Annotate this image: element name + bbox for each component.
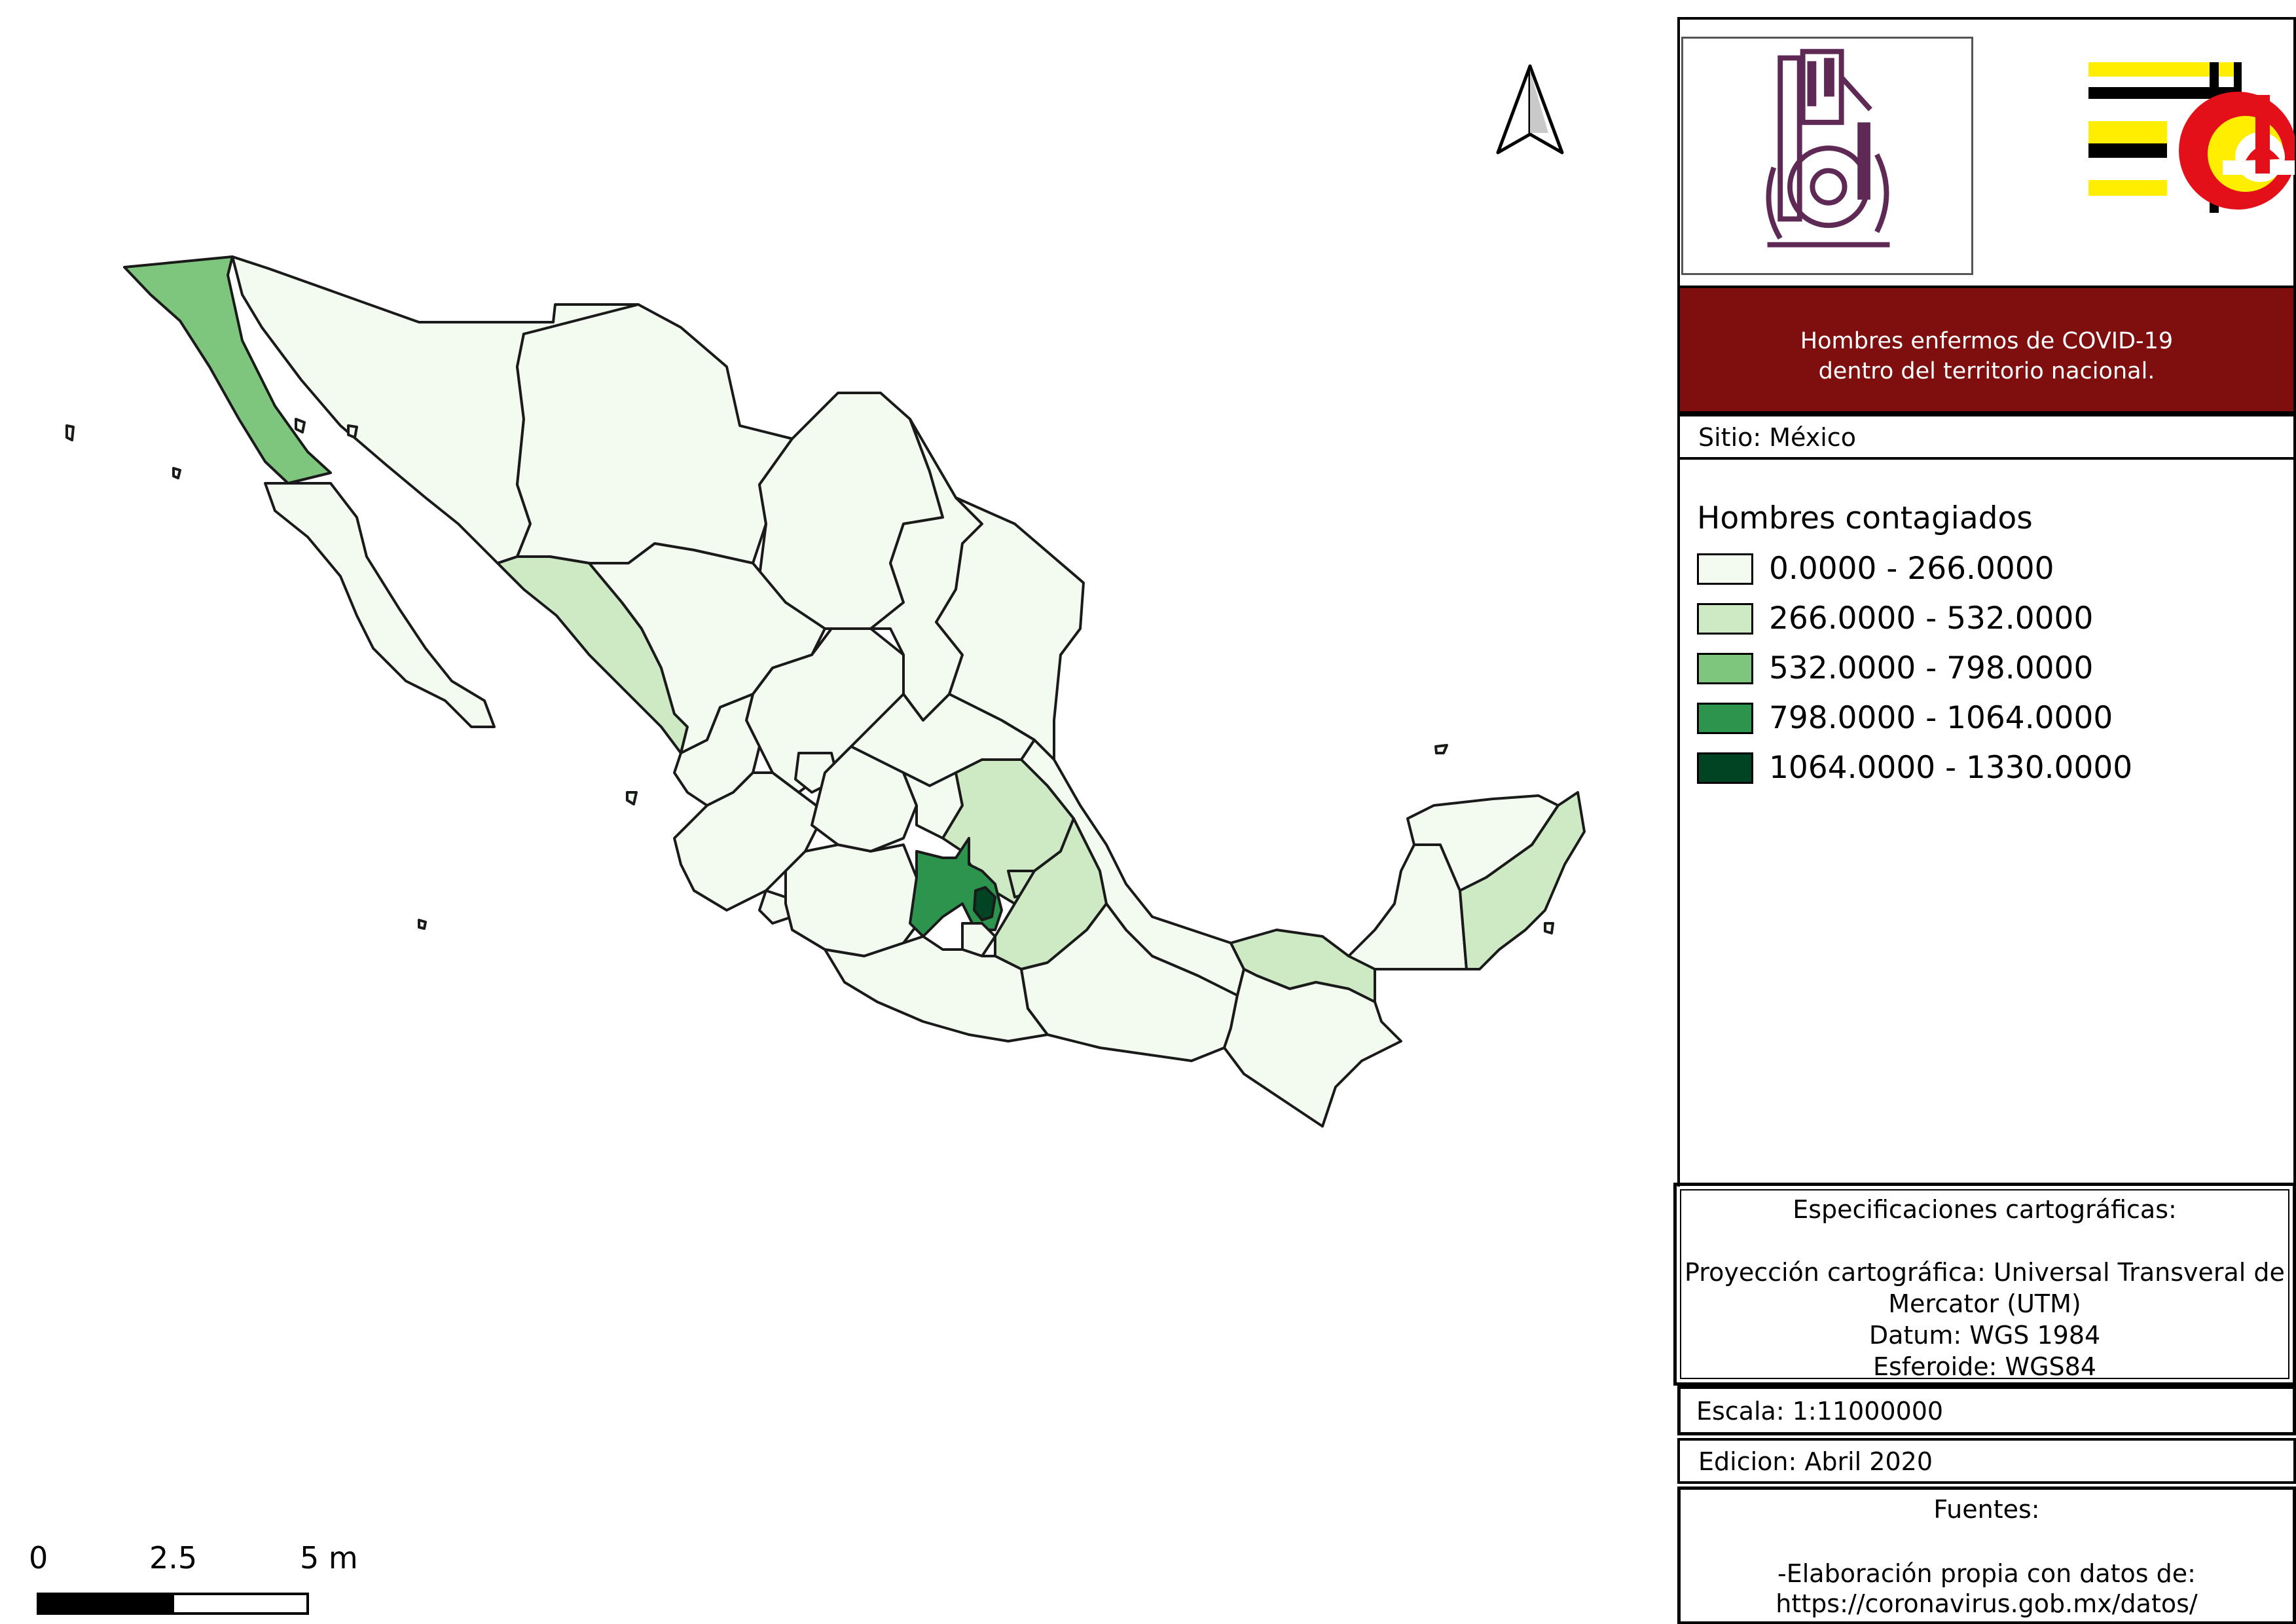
specs-projection-line-2: Mercator (UTM) [1888,1289,2081,1318]
legend-label: 798.0000 - 1064.0000 [1769,700,2113,736]
specs-projection-line-1: Proyección cartográfica: Universal Trans… [1685,1258,2285,1287]
site-box: Sitio: México [1677,414,2296,460]
legend-swatch [1697,703,1753,734]
legend-swatch [1697,553,1753,585]
site-label: Sitio: México [1698,423,1856,452]
sources-box: Fuentes: -Elaboración propia con datos d… [1677,1486,2296,1624]
sources-heading: Fuentes: [1933,1495,2040,1524]
esia-logo [2088,62,2296,213]
cartographic-specs: Especificaciones cartográficas: Proyecci… [1673,1183,2296,1386]
state-baja-california [123,255,332,485]
mexico-choropleth-map [65,255,1586,1128]
ipn-logo [1681,37,1973,275]
state-baja-california-sur [264,482,496,728]
state-cdmx [973,886,996,921]
state-quintana-roo [1459,791,1586,970]
specs-datum: Datum: WGS 1984 [1868,1321,2101,1350]
state-colima [758,889,793,925]
ipn-logo-graphic [1766,48,1890,248]
legend-label: 266.0000 - 532.0000 [1769,600,2094,637]
edition-box: Edicion: Abril 2020 [1677,1438,2296,1484]
legend: Hombres contagiados 0.0000 - 266.0000 26… [1677,460,2296,1187]
island [295,418,306,434]
map-title: Hombres enfermos de COVID-19 dentro del t… [1680,326,2293,386]
island [626,791,638,805]
map-area [65,255,1586,1128]
state-morelos [961,922,996,957]
legend-swatch [1697,752,1753,784]
state-chihuahua [516,303,793,564]
island [172,467,181,479]
state-nayarit [673,693,761,807]
legend-swatch [1697,653,1753,684]
legend-label: 532.0000 - 798.0000 [1769,650,2094,686]
legend-label: 1064.0000 - 1330.0000 [1769,750,2133,786]
sources-line-2: https://coronavirus.gob.mx/datos/ [1776,1589,2198,1618]
specs-heading: Especificaciones cartográficas: [1793,1195,2177,1224]
island [418,919,427,930]
esia-logo-graphic [2088,62,2296,213]
state-michoacan [784,843,924,957]
legend-title: Hombres contagiados [1697,500,2033,536]
north-arrow-icon [1496,64,1564,155]
state-jalisco [673,771,826,912]
logos-panel [1677,17,2296,286]
state-chiapas [1223,968,1402,1128]
map-title-line-2: dentro del territorio nacional. [1818,358,2155,384]
map-title-line-1: Hombres enfermos de COVID-19 [1800,328,2174,354]
edition-label: Edicion: Abril 2020 [1698,1447,1933,1476]
scale-tick-0: 0 [29,1540,48,1576]
island [347,424,358,439]
legend-swatch [1697,603,1753,635]
island [1434,744,1448,754]
scale-bar-segment [39,1595,174,1612]
island [1544,922,1554,934]
scale-tick-1: 2.5 [149,1540,198,1576]
state-guanajuato [811,745,918,853]
scale-tick-2: 5 m [300,1540,358,1576]
legend-label: 0.0000 - 266.0000 [1769,551,2054,587]
specs-ellipsoid: Esferoide: WGS84 [1872,1352,2097,1381]
scale-box: Escala: 1:11000000 [1677,1386,2296,1435]
state-veracruz [1020,739,1245,997]
sources-line-1: -Elaboración propia con datos de: [1777,1559,2196,1588]
island [65,424,75,441]
scale-label: Escala: 1:11000000 [1696,1397,1944,1426]
scale-bar [37,1593,309,1615]
map-title-box: Hombres enfermos de COVID-19 dentro del t… [1677,286,2296,414]
